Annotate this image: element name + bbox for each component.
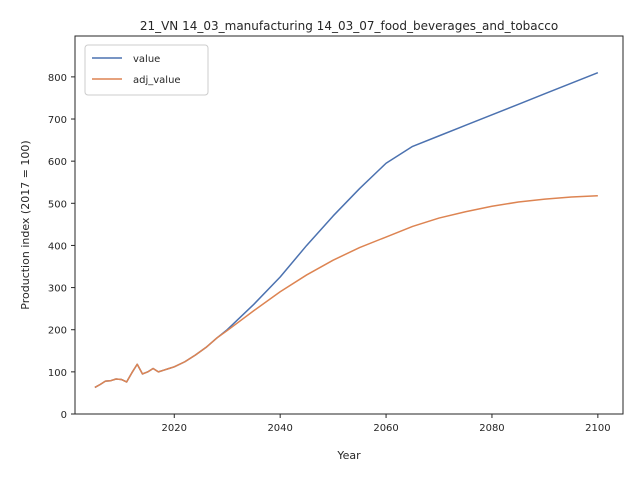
chart-title: 21_VN 14_03_manufacturing 14_03_07_food_… — [140, 19, 558, 33]
y-tick-label: 300 — [48, 284, 67, 295]
y-tick-label: 600 — [48, 157, 67, 168]
legend: value adj_value — [84, 44, 209, 96]
x-axis: 2020 2040 2060 2080 2100 — [162, 414, 611, 434]
y-tick-label: 500 — [48, 199, 67, 210]
series-line-adj-value — [94, 194, 598, 389]
x-tick-label: 2080 — [479, 423, 504, 434]
x-tick-label: 2020 — [162, 423, 187, 434]
plot-area — [74, 35, 624, 415]
legend-label: value — [133, 54, 160, 65]
series-line-value — [94, 71, 599, 389]
y-tick-label: 800 — [48, 73, 67, 84]
x-tick-label: 2100 — [585, 423, 610, 434]
x-tick-label: 2060 — [373, 423, 398, 434]
y-tick-label: 700 — [48, 115, 67, 126]
y-axis-label: Production index (2017 = 100) — [19, 140, 32, 309]
legend-box — [84, 44, 209, 96]
legend-label: adj_value — [133, 75, 181, 86]
y-tick-label: 100 — [48, 368, 67, 379]
y-tick-label: 400 — [48, 241, 67, 252]
x-tick-label: 2040 — [267, 423, 292, 434]
y-axis: 0 100 200 300 400 500 600 700 800 — [48, 73, 75, 421]
series-layer — [94, 71, 599, 389]
y-tick-label: 200 — [48, 326, 67, 337]
x-axis-label: Year — [336, 449, 361, 462]
y-tick-label: 0 — [61, 410, 67, 421]
